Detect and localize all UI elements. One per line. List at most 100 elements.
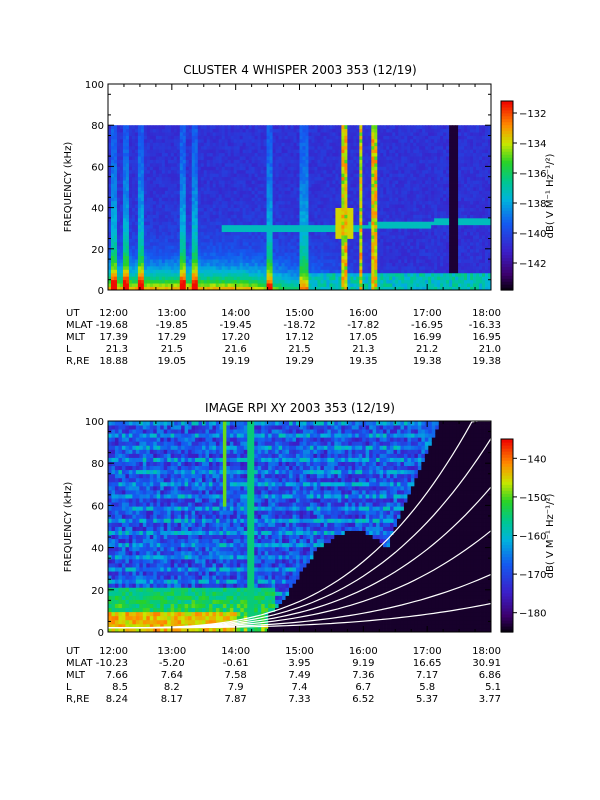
spectrogram-cell xyxy=(359,176,363,181)
spectrogram-cell xyxy=(179,135,184,140)
spectrogram-cell xyxy=(311,176,315,181)
spectrogram-cell xyxy=(182,262,187,267)
spectrogram-cell xyxy=(245,190,250,195)
spectrogram-cell xyxy=(386,207,390,212)
spectrogram-cell xyxy=(335,269,339,274)
spectrogram-cell xyxy=(308,125,312,130)
spectrogram-cell xyxy=(263,190,267,195)
spectrogram-cell xyxy=(158,193,163,198)
spectrogram-cell xyxy=(131,259,136,263)
spectrogram-cell xyxy=(197,193,202,198)
spectrogram-cell xyxy=(146,231,151,236)
spectrogram-cell xyxy=(299,228,303,233)
spectrogram-cell xyxy=(161,176,166,181)
spectrogram-cell xyxy=(317,231,321,236)
spectrogram-cell xyxy=(407,207,411,212)
spectrogram-cell xyxy=(200,173,205,178)
spectrogram-cell xyxy=(326,128,330,133)
spectrogram-cell xyxy=(170,272,175,277)
spectrogram-cell xyxy=(176,238,181,243)
spectrogram-cell xyxy=(140,190,145,195)
spectrogram-cell xyxy=(392,217,396,222)
spectrogram-cell xyxy=(404,128,408,133)
spectrogram-cell xyxy=(275,132,279,136)
spectrogram-cell xyxy=(230,138,235,143)
spectrogram-cell xyxy=(383,241,387,246)
spectrogram-cell xyxy=(281,272,285,277)
spectrogram-cell xyxy=(152,214,157,219)
spectrogram-cell xyxy=(239,159,244,164)
spectrogram-cell xyxy=(377,238,381,243)
spectrogram-cell xyxy=(119,187,124,191)
spectrogram-cell xyxy=(149,252,154,257)
spectrogram-cell xyxy=(251,187,256,191)
spectrogram-cell xyxy=(395,166,399,171)
spectrogram-cell xyxy=(377,214,381,219)
spectrogram-cell xyxy=(242,138,247,143)
spectrogram-cell xyxy=(209,245,214,250)
spectrogram-cell xyxy=(200,159,205,164)
spectrogram-cell xyxy=(167,145,172,150)
spectrogram-cell xyxy=(224,169,229,174)
spectrogram-cell xyxy=(398,272,402,277)
spectrogram-cell xyxy=(209,283,214,287)
spectrogram-cell xyxy=(122,262,127,267)
spectrogram-cell xyxy=(108,276,112,281)
spectrogram-cell xyxy=(221,276,226,281)
spectrogram-cell xyxy=(371,269,375,274)
spectrogram-cell xyxy=(221,248,226,253)
spectrogram-cell xyxy=(203,128,208,133)
spectrogram-cell xyxy=(125,211,130,215)
spectrogram-cell xyxy=(254,204,259,208)
spectrogram-cell xyxy=(323,145,327,150)
spectrogram-cell xyxy=(392,180,396,184)
spectrogram-cell xyxy=(191,190,196,195)
spectrogram-cell xyxy=(323,214,327,219)
spectrogram-cell xyxy=(209,169,214,174)
spectrogram-cell xyxy=(383,262,387,267)
spectrogram-cell xyxy=(152,125,157,130)
spectrogram-cell xyxy=(398,193,402,198)
spectrogram-cell xyxy=(119,262,124,267)
spectrogram-cell xyxy=(116,211,121,215)
spectrogram-cell xyxy=(332,135,336,140)
spectrogram-cell xyxy=(314,276,318,281)
spectrogram-cell xyxy=(230,169,235,174)
spectrogram-cell xyxy=(347,169,351,174)
spectrogram-cell xyxy=(173,259,178,263)
spectrogram-cell xyxy=(182,269,187,274)
spectrogram-cell xyxy=(122,193,127,198)
spectrogram-cell xyxy=(254,152,259,157)
spectrogram-cell xyxy=(380,156,384,160)
spectrogram-cell xyxy=(149,187,154,191)
spectrogram-cell xyxy=(257,252,261,257)
spectrogram-cell xyxy=(410,241,414,246)
spectrogram-cell xyxy=(395,176,399,181)
spectrogram-cell xyxy=(314,135,318,140)
spectrogram-cell xyxy=(239,269,244,274)
spectrogram-cell xyxy=(374,173,378,178)
spectrogram-cell xyxy=(395,235,399,239)
spectrogram-cell xyxy=(353,228,357,233)
spectrogram-cell xyxy=(344,262,348,267)
spectrogram-cell xyxy=(320,217,324,222)
spectrogram-cell xyxy=(143,245,148,250)
spectrogram-cell xyxy=(125,252,130,257)
spectrogram-cell xyxy=(380,193,384,198)
spectrogram-cell xyxy=(365,276,369,281)
spectrogram-cell xyxy=(383,276,387,281)
spectrogram-cell xyxy=(215,135,220,140)
spectrogram-cell xyxy=(197,187,202,191)
spectrogram-cell xyxy=(182,207,187,212)
spectrogram-cell xyxy=(146,156,151,160)
spectrogram-cell xyxy=(218,169,223,174)
spectrogram-cell xyxy=(119,241,124,246)
spectrogram-cell xyxy=(236,235,241,239)
spectrogram-cell xyxy=(356,145,360,150)
spectrogram-cell xyxy=(176,248,181,253)
spectrogram-cell xyxy=(386,176,390,181)
spectrogram-cell xyxy=(176,283,181,287)
spectrogram-cell xyxy=(119,204,124,208)
spectrogram-cell xyxy=(272,217,276,222)
spectrogram-cell xyxy=(206,214,211,219)
